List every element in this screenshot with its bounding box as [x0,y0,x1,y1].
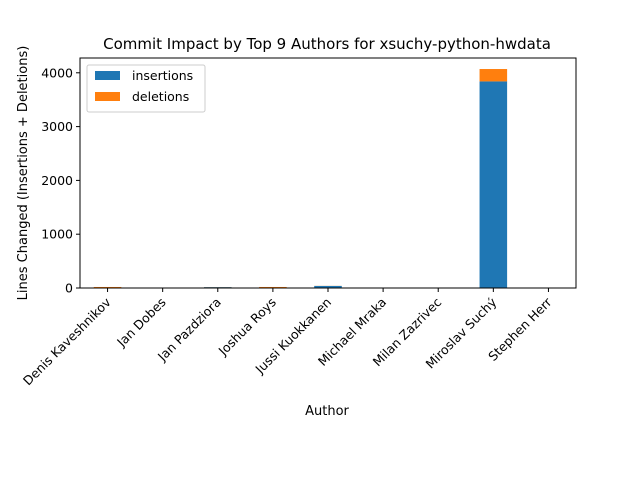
bars-layer [93,69,563,289]
x-tick-label-jan-dobes: Jan Dobes [113,295,169,351]
legend-label-insertions: insertions [132,68,193,83]
bar-deletions-denis-kaveshnikov [93,286,122,288]
y-tick-label: 3000 [41,119,73,134]
y-axis: 0 1000 2000 3000 4000 [41,65,80,296]
bar-deletions-joshua-roys [259,286,287,288]
y-tick-label: 4000 [41,65,73,80]
y-tick-label: 0 [65,281,73,296]
bar-deletions-miroslav-suchy [479,69,508,82]
y-tick-label: 1000 [41,227,73,242]
chart-title: Commit Impact by Top 9 Authors for xsuch… [103,35,551,53]
legend: insertions deletions [86,64,206,113]
x-tick-label-denis-kaveshnikov: Denis Kaveshnikov [20,294,114,388]
legend-swatch-insertions [95,71,120,80]
legend-swatch-deletions [95,92,120,101]
legend-label-deletions: deletions [132,89,189,104]
bar-insertions-jussi-kuokkanen [314,285,342,288]
y-tick-label: 2000 [41,173,73,188]
bar-insertions-miroslav-suchy [479,81,508,289]
y-axis-label: Lines Changed (Insertions + Deletions) [16,46,31,301]
x-axis-label: Author [305,404,349,419]
